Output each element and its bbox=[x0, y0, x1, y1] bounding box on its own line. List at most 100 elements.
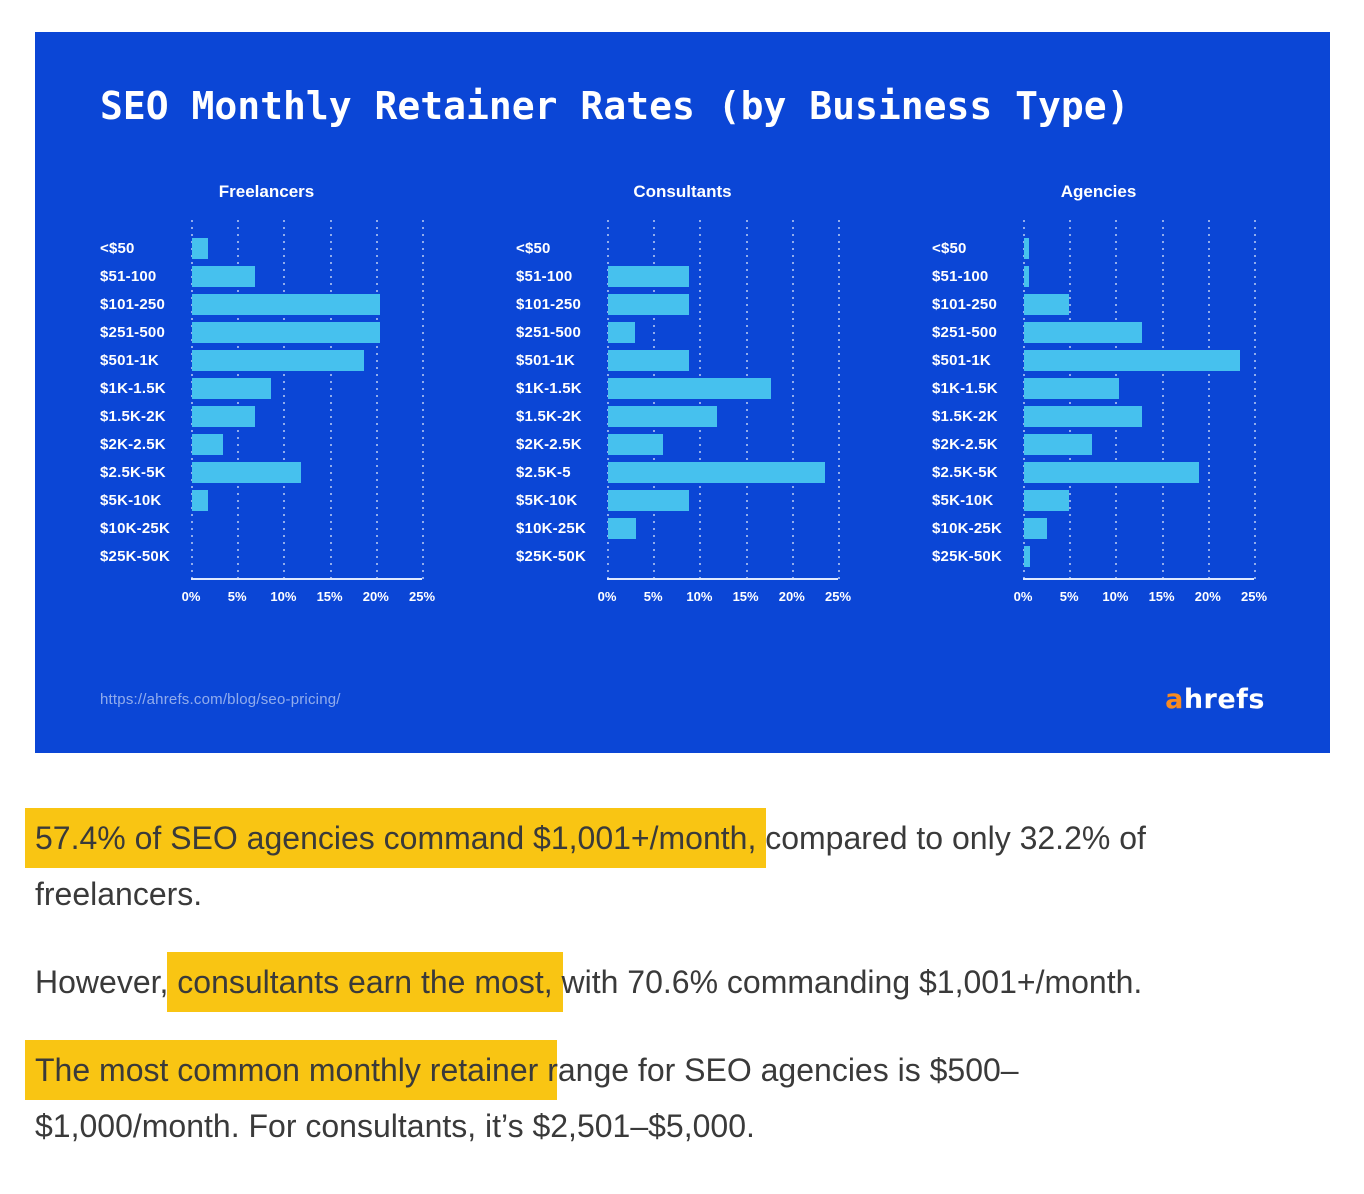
gridlines bbox=[1023, 220, 1256, 580]
category-label: $2.5K-5 bbox=[516, 463, 571, 481]
chart-row: $25K-50K bbox=[100, 542, 433, 570]
category-label: $25K-50K bbox=[100, 547, 170, 565]
x-tick-label: 5% bbox=[1059, 589, 1079, 604]
chart-row: $501-1K bbox=[932, 346, 1265, 374]
chart-row: $10K-25K bbox=[932, 514, 1265, 542]
x-tick-label: 25% bbox=[1240, 589, 1268, 604]
bar-track bbox=[191, 518, 422, 539]
category-label: $10K-25K bbox=[100, 519, 170, 537]
chart-row: $1.5K-2K bbox=[100, 402, 433, 430]
x-tick-label: 15% bbox=[316, 589, 343, 604]
bar-track bbox=[1023, 377, 1254, 399]
chart-row: $5K-10K bbox=[100, 486, 433, 514]
plot-area: <$50 $51-100 $101-250 $251-500 $501-1K $1K-1.… bbox=[516, 220, 849, 580]
bar bbox=[1024, 377, 1120, 399]
category-label: $51-100 bbox=[516, 267, 573, 285]
chart-row: $2.5K-5K bbox=[932, 458, 1265, 486]
gridlines bbox=[191, 220, 424, 580]
bar bbox=[1024, 237, 1029, 259]
bar bbox=[1024, 405, 1143, 427]
chart-group-title: Consultants bbox=[633, 182, 732, 201]
bar-track bbox=[1023, 461, 1254, 483]
bar bbox=[192, 349, 364, 371]
category-label: $5K-10K bbox=[100, 491, 162, 509]
charts-row: Freelancers <$50 $51-100 $101-250 $251-500 $5… bbox=[100, 182, 1268, 611]
gridline bbox=[1161, 220, 1164, 580]
x-axis-line bbox=[191, 578, 422, 580]
gridline bbox=[1207, 220, 1210, 580]
chart-row: $51-100 bbox=[932, 262, 1265, 290]
chart-row: $1.5K-2K bbox=[932, 402, 1265, 430]
bar bbox=[1024, 265, 1029, 287]
chart-card: SEO Monthly Retainer Rates (by Business … bbox=[35, 32, 1330, 753]
bar bbox=[608, 349, 690, 371]
gridline bbox=[191, 220, 193, 580]
category-label: $101-250 bbox=[516, 295, 581, 313]
bar bbox=[1024, 321, 1143, 343]
gridline bbox=[791, 220, 794, 580]
bar bbox=[1024, 545, 1030, 567]
gridline bbox=[1069, 220, 1072, 580]
category-label: $1.5K-2K bbox=[516, 407, 582, 425]
chart-row: $251-500 bbox=[516, 318, 849, 346]
chart-row: $1K-1.5K bbox=[516, 374, 849, 402]
bar-track bbox=[607, 433, 838, 455]
bar-track bbox=[607, 377, 838, 399]
category-label: $10K-25K bbox=[932, 519, 1002, 537]
bar-track bbox=[1023, 237, 1254, 259]
chart-row: $1K-1.5K bbox=[100, 374, 433, 402]
bar-track bbox=[191, 377, 422, 399]
chart-card-footer: https://ahrefs.com/blog/seo-pricing/ ahr… bbox=[100, 684, 1265, 723]
gridline bbox=[422, 220, 424, 580]
category-label: $25K-50K bbox=[516, 547, 586, 565]
bar bbox=[1024, 489, 1070, 511]
paragraph: However, consultants earn the most, with… bbox=[35, 952, 1215, 1012]
gridline bbox=[607, 220, 609, 580]
chart-row: $2K-2.5K bbox=[100, 430, 433, 458]
bar-track bbox=[607, 321, 838, 343]
bar-track bbox=[191, 489, 422, 511]
bar-track bbox=[1023, 349, 1254, 371]
chart-block-agencies: Agencies <$50 $51-100 $101-250 $251-500 $501-… bbox=[932, 182, 1268, 611]
category-label: <$50 bbox=[516, 239, 551, 257]
chart-row: $501-1K bbox=[516, 346, 849, 374]
bar-track bbox=[1023, 405, 1254, 427]
bar-track bbox=[1023, 489, 1254, 511]
plot-area: <$50 $51-100 $101-250 $251-500 $501-1K $1K-1.… bbox=[100, 220, 433, 580]
bar-track bbox=[191, 349, 422, 371]
chart-row: $2K-2.5K bbox=[932, 430, 1265, 458]
chart-row: $2K-2.5K bbox=[516, 430, 849, 458]
bar-track bbox=[607, 265, 838, 287]
chart-row: $5K-10K bbox=[516, 486, 849, 514]
x-tick-label: 20% bbox=[362, 589, 389, 604]
x-tick-label: 10% bbox=[686, 589, 713, 604]
chart-row: $251-500 bbox=[100, 318, 433, 346]
category-label: <$50 bbox=[932, 239, 967, 257]
gridline bbox=[745, 220, 748, 580]
gridline bbox=[329, 220, 332, 580]
plot-area: <$50 $51-100 $101-250 $251-500 $501-1K $1K-1.… bbox=[932, 220, 1265, 580]
bar bbox=[608, 405, 718, 427]
chart-block-freelancers: Freelancers <$50 $51-100 $101-250 $251-500 $5… bbox=[100, 182, 435, 611]
source-url: https://ahrefs.com/blog/seo-pricing/ bbox=[100, 691, 341, 708]
chart-row: $25K-50K bbox=[516, 542, 849, 570]
category-label: $1K-1.5K bbox=[516, 379, 582, 397]
category-label: $2K-2.5K bbox=[100, 435, 166, 453]
category-label: $51-100 bbox=[100, 267, 157, 285]
ahrefs-logo: ahrefs bbox=[1165, 684, 1265, 715]
chart-row: $501-1K bbox=[100, 346, 433, 374]
x-tick-label: 10% bbox=[1102, 589, 1129, 604]
bar bbox=[1024, 293, 1070, 315]
x-tick-label: 25% bbox=[824, 589, 852, 604]
text-segment: However, bbox=[35, 964, 178, 1000]
bar bbox=[1024, 349, 1241, 371]
bar bbox=[608, 293, 690, 315]
category-label: $1.5K-2K bbox=[100, 407, 166, 425]
category-label: $251-500 bbox=[932, 323, 997, 341]
bar-track bbox=[1023, 433, 1254, 455]
category-label: $2.5K-5K bbox=[932, 463, 998, 481]
paragraph: The most common monthly retainer range f… bbox=[25, 1040, 1215, 1154]
bar-track bbox=[607, 517, 838, 539]
text-segment: compared to only 32.2% of freelancers. bbox=[35, 820, 1146, 912]
